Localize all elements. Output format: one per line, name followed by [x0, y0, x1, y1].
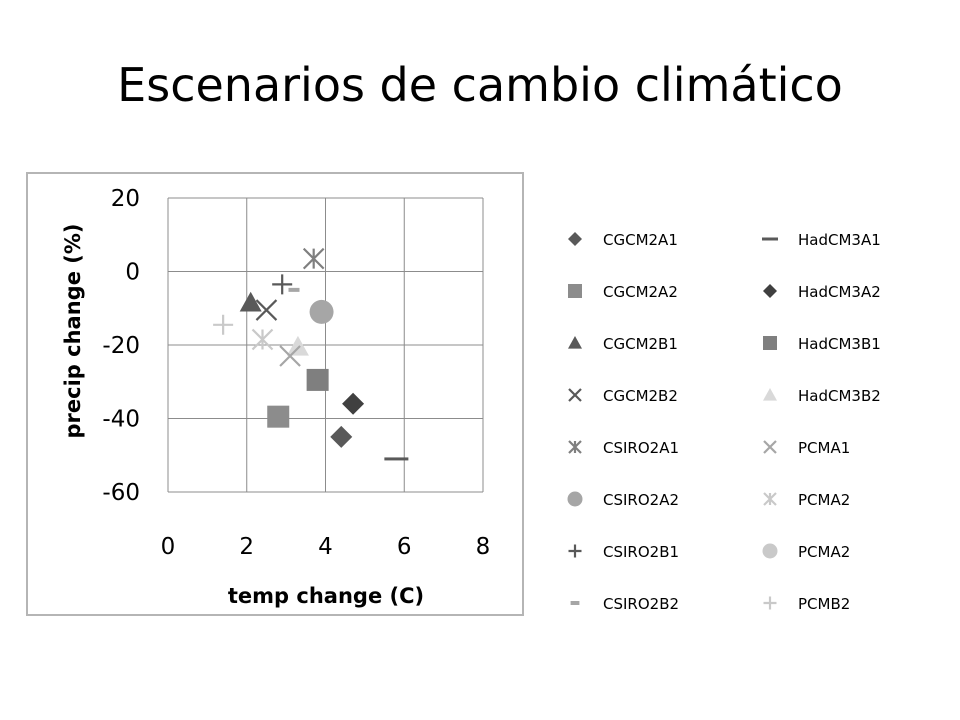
legend-label: PCMA2 [798, 543, 850, 561]
x-tick-label: 4 [318, 534, 333, 560]
legend-item: HadCM3B1 [763, 335, 881, 353]
legend-item: CSIRO2A1 [568, 439, 679, 457]
x-tick-label: 0 [161, 534, 176, 560]
legend-marker [568, 544, 582, 558]
data-point [306, 368, 329, 391]
y-tick-label: 20 [111, 186, 140, 212]
legend-marker [568, 284, 582, 298]
y-axis-title: precip change (%) [61, 224, 85, 439]
legend-marker [568, 336, 582, 349]
data-point [384, 457, 409, 461]
legend-label: CSIRO2B2 [603, 595, 679, 613]
legend-label: PCMA2 [798, 491, 850, 509]
slide-title: Escenarios de cambio climático [117, 58, 843, 112]
data-point [255, 299, 278, 321]
legend-item: CGCM2B1 [568, 335, 678, 353]
legend-marker [763, 336, 777, 350]
legend-label: HadCM3B1 [798, 335, 881, 353]
legend-item: HadCM3A1 [762, 231, 881, 249]
legend-marker [570, 601, 580, 605]
scatter-chart: 0 2 4 6 8 20 0 -20 -40 -60 temp change (C) precip c… [61, 186, 491, 608]
legend-marker [763, 492, 777, 506]
legend-label: HadCM3A1 [798, 231, 881, 249]
legend-marker [763, 440, 777, 454]
x-tick-label: 6 [397, 534, 412, 560]
legend-item: CGCM2A2 [568, 283, 678, 301]
legend-marker [567, 491, 583, 507]
legend-item: CGCM2A1 [568, 231, 678, 249]
data-point [302, 247, 325, 270]
legend-item: PCMA2 [762, 543, 850, 561]
legend-item: PCMA2 [763, 491, 850, 509]
data-point [279, 345, 301, 367]
legend-label: CGCM2A2 [603, 283, 678, 301]
data-point [286, 335, 309, 356]
legend-label: PCMB2 [798, 595, 850, 613]
legend-label: HadCM3B2 [798, 387, 881, 405]
legend-label: CGCM2B2 [603, 387, 678, 405]
legend-item: CSIRO2B2 [570, 595, 679, 613]
y-tick-label: -20 [102, 333, 140, 359]
x-tick-label: 8 [476, 534, 491, 560]
y-tick-label: -60 [102, 480, 140, 506]
x-axis-title: temp change (C) [228, 584, 424, 608]
legend-label: CSIRO2B1 [603, 543, 679, 561]
legend-item: CSIRO2A2 [567, 491, 679, 509]
legend-marker [568, 440, 582, 454]
legend-label: CSIRO2A2 [603, 491, 679, 509]
chart-frame: 0 2 4 6 8 20 0 -20 -40 -60 temp change (C) precip c… [26, 172, 524, 616]
legend-label: PCMA1 [798, 439, 850, 457]
legend-item: CSIRO2B1 [568, 543, 679, 561]
legend-item: PCMA1 [763, 439, 850, 457]
y-tick-label: -40 [102, 407, 140, 433]
data-point [342, 392, 365, 415]
legend-label: HadCM3A2 [798, 283, 881, 301]
legend-item: HadCM3B2 [763, 387, 881, 405]
legend-marker [763, 388, 777, 401]
data-point [288, 287, 300, 292]
data-point [239, 291, 262, 312]
data-point [251, 328, 274, 351]
legend-item: PCMB2 [763, 595, 850, 613]
data-point [267, 405, 290, 428]
data-point [272, 274, 293, 295]
legend-item: CGCM2B2 [568, 387, 678, 405]
legend-marker [568, 232, 582, 246]
legend-marker [568, 388, 582, 402]
y-tick-label: 0 [125, 260, 140, 286]
legend-marker [763, 284, 777, 298]
data-point [213, 314, 234, 335]
legend-marker [762, 543, 778, 559]
legend-label: CGCM2A1 [603, 231, 678, 249]
data-point [309, 299, 334, 324]
legend-marker [763, 596, 777, 610]
x-tick-label: 2 [239, 534, 254, 560]
chart-legend: CGCM2A1 CGCM2A2 CGCM2B1 CGCM2B2 CSIRO2A1 CSIR… [567, 231, 881, 613]
data-point [330, 425, 353, 448]
legend-item: HadCM3A2 [763, 283, 881, 301]
legend-label: CSIRO2A1 [603, 439, 679, 457]
legend-marker [762, 237, 778, 241]
legend-label: CGCM2B1 [603, 335, 678, 353]
